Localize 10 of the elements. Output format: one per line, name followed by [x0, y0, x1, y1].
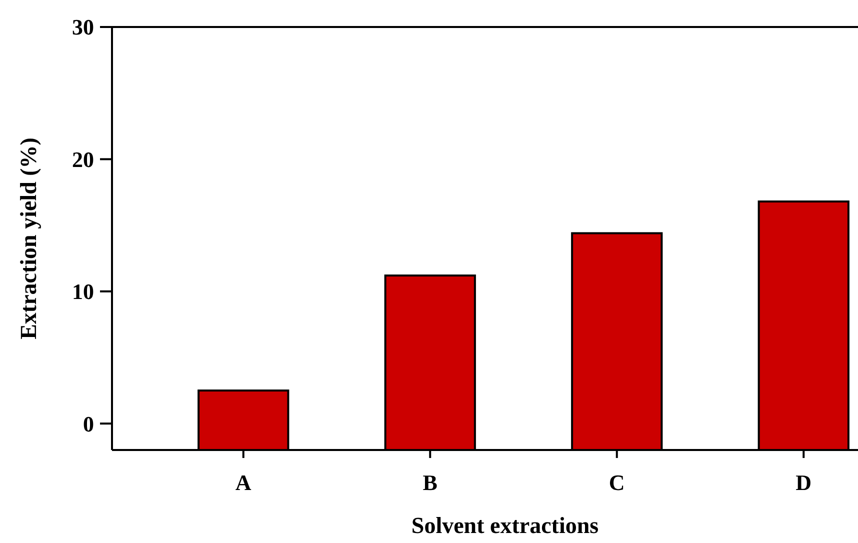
x-axis-title: Solvent extractions: [411, 513, 599, 538]
y-tick-label: 20: [72, 146, 94, 172]
y-axis-title: Extraction yield (%): [16, 138, 41, 340]
x-tick-label: A: [235, 470, 252, 495]
x-tick-label: D: [796, 470, 812, 495]
y-tick-label: 30: [72, 14, 94, 40]
x-tick-label: B: [422, 470, 438, 495]
x-tick-label: C: [608, 470, 625, 495]
y-tick-label: 0: [83, 411, 94, 436]
y-tick-label: 10: [72, 279, 94, 304]
